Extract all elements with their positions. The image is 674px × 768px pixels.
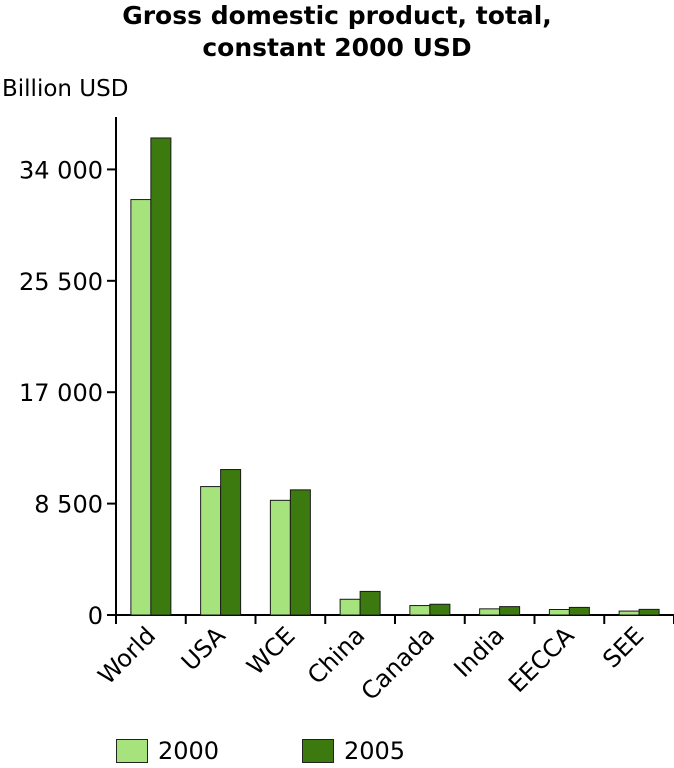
legend-swatch-2000 xyxy=(116,739,148,763)
chart-title: Gross domestic product, total, constant … xyxy=(0,0,674,64)
x-category-label: Canada xyxy=(356,621,440,705)
legend-swatch-2005 xyxy=(302,739,334,763)
chart-title-line1: Gross domestic product, total, xyxy=(122,1,552,30)
bar-chart: 0 8 500 17 000 25 500 34 000 World USA WCE China… xyxy=(19,117,674,706)
bar-2000-wce xyxy=(269,499,291,616)
bar-2000-india xyxy=(479,608,501,616)
bar-2005-eecca xyxy=(568,606,590,616)
bar-2005-world xyxy=(150,137,172,616)
bar-2005-india xyxy=(499,606,521,616)
bar-2000-world xyxy=(130,199,152,616)
legend-label-2005: 2005 xyxy=(344,737,406,765)
y-tick-label: 17 000 xyxy=(19,379,103,407)
bar-2000-china xyxy=(339,598,361,616)
bar-2000-usa xyxy=(200,486,222,616)
y-tick-label: 0 xyxy=(88,602,103,630)
x-category-label: SEE xyxy=(597,621,649,673)
x-category-label: India xyxy=(448,621,509,682)
bar-2000-eecca xyxy=(548,608,570,616)
y-axis-unit-label: Billion USD xyxy=(2,76,129,102)
bar-2005-see xyxy=(638,608,660,616)
bar-2005-wce xyxy=(289,489,311,616)
legend-label-2000: 2000 xyxy=(158,737,220,765)
y-tick-label: 8 500 xyxy=(34,491,103,519)
bar-2000-see xyxy=(618,610,640,616)
bar-2000-canada xyxy=(409,605,431,616)
bar-2005-canada xyxy=(429,603,451,616)
x-category-label: China xyxy=(302,621,370,689)
chart-title-line2: constant 2000 USD xyxy=(202,33,472,62)
x-category-label: World xyxy=(93,621,161,689)
legend: 2000 2005 xyxy=(0,736,674,766)
legend-item-2000: 2000 xyxy=(116,736,219,766)
legend-item-2005: 2005 xyxy=(302,736,405,766)
y-tick-label: 34 000 xyxy=(19,156,103,184)
bar-2005-usa xyxy=(220,469,242,616)
x-category-label: USA xyxy=(176,621,231,676)
y-tick-label: 25 500 xyxy=(19,268,103,296)
bar-2005-china xyxy=(359,590,381,616)
x-category-label: WCE xyxy=(241,621,300,680)
x-category-label: EECCA xyxy=(503,621,580,698)
